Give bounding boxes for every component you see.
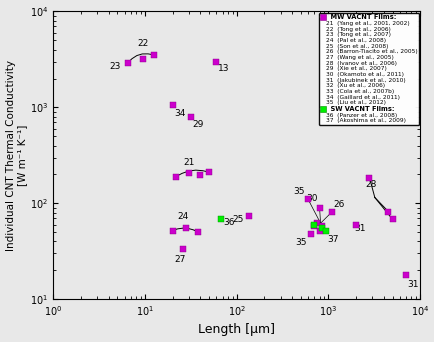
- Text: 24: 24: [177, 212, 188, 221]
- Text: 31: 31: [353, 224, 365, 233]
- Text: 30: 30: [306, 194, 317, 203]
- Text: 37: 37: [326, 235, 338, 244]
- Text: 35: 35: [293, 187, 304, 196]
- Text: 29: 29: [192, 120, 204, 129]
- Text: 35: 35: [295, 238, 306, 248]
- Legend:   MW VACNT Films:, 21  (Yang et al., 2001, 2002), 22  (Tong et al., 2006), 23  (: MW VACNT Films:, 21 (Yang et al., 2001, …: [319, 13, 418, 125]
- Text: 31: 31: [406, 280, 418, 289]
- Text: 36: 36: [223, 218, 235, 227]
- X-axis label: Length [μm]: Length [μm]: [198, 324, 275, 337]
- Text: 26: 26: [332, 200, 344, 209]
- Text: 34: 34: [174, 109, 185, 118]
- Text: 25: 25: [232, 215, 243, 224]
- Text: 23: 23: [109, 62, 121, 71]
- Y-axis label: Individual CNT Thermal Conductivity
[W m⁻¹ K⁻¹]: Individual CNT Thermal Conductivity [W m…: [6, 60, 27, 251]
- Text: 22: 22: [137, 39, 148, 48]
- Text: 28: 28: [365, 180, 376, 189]
- Text: 27: 27: [174, 255, 185, 264]
- Text: 21: 21: [183, 158, 194, 167]
- Text: 13: 13: [217, 65, 229, 74]
